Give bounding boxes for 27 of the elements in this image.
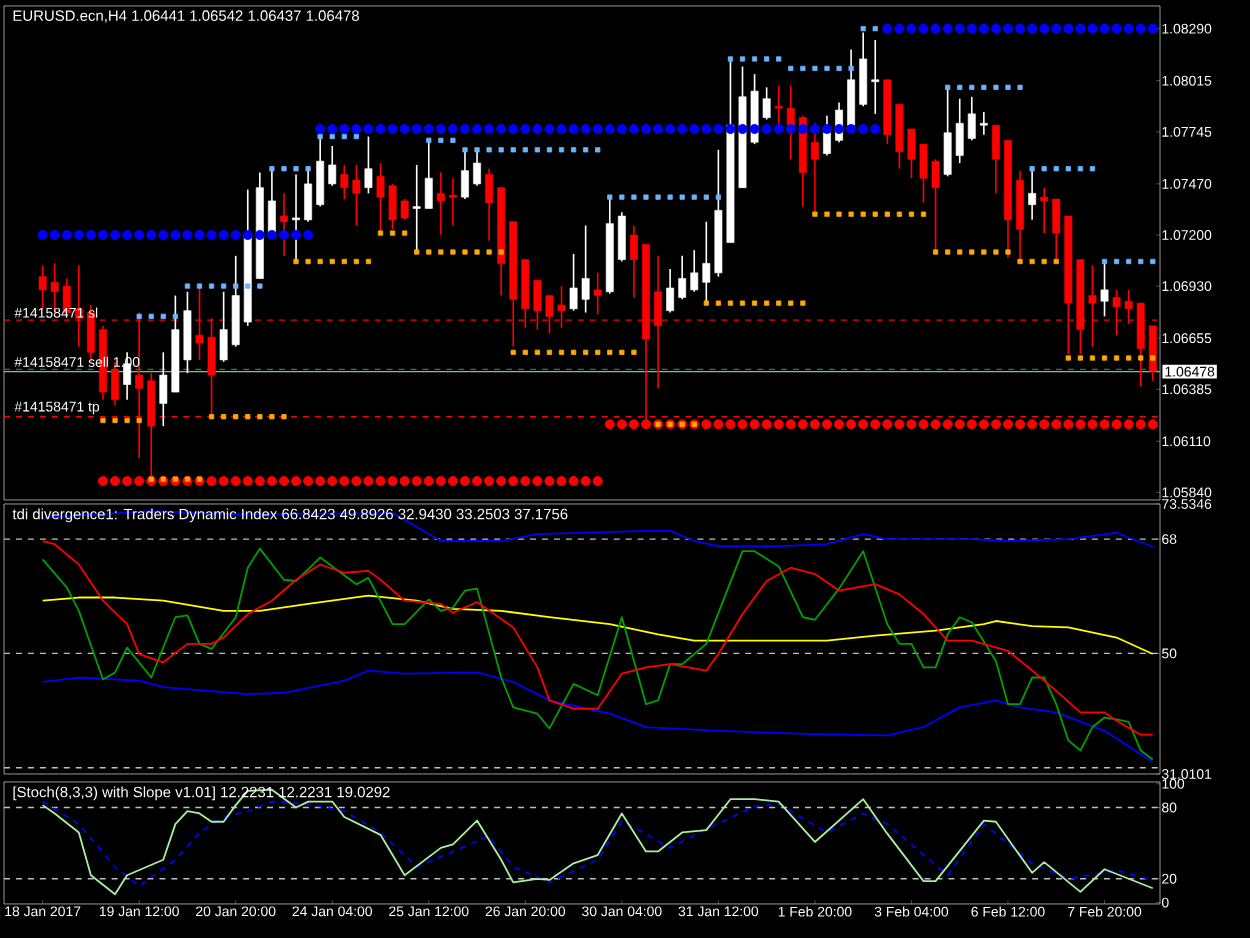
candlestick xyxy=(1100,262,1109,318)
candlestick xyxy=(666,268,675,314)
candlestick xyxy=(593,272,602,316)
candlestick xyxy=(1040,186,1049,234)
candlestick xyxy=(316,137,325,208)
candlestick xyxy=(617,211,626,263)
candlestick xyxy=(629,224,638,299)
candlestick xyxy=(436,171,445,236)
candlestick xyxy=(979,111,988,136)
line-series xyxy=(41,669,1154,763)
candlestick xyxy=(364,135,373,195)
candlestick xyxy=(328,145,337,187)
candlestick xyxy=(304,167,313,223)
candlestick xyxy=(485,167,494,242)
candlestick xyxy=(448,177,457,227)
candlestick xyxy=(461,150,469,200)
candlestick xyxy=(412,164,421,251)
candlestick xyxy=(424,141,433,210)
candlestick xyxy=(859,31,868,108)
candlestick xyxy=(991,124,1000,195)
candlestick xyxy=(267,167,276,236)
candlestick xyxy=(871,39,880,115)
candlestick xyxy=(473,150,481,187)
candlestick xyxy=(1148,325,1157,382)
candlestick xyxy=(1028,169,1037,221)
candlestick xyxy=(967,96,976,142)
candlestick xyxy=(678,255,687,301)
